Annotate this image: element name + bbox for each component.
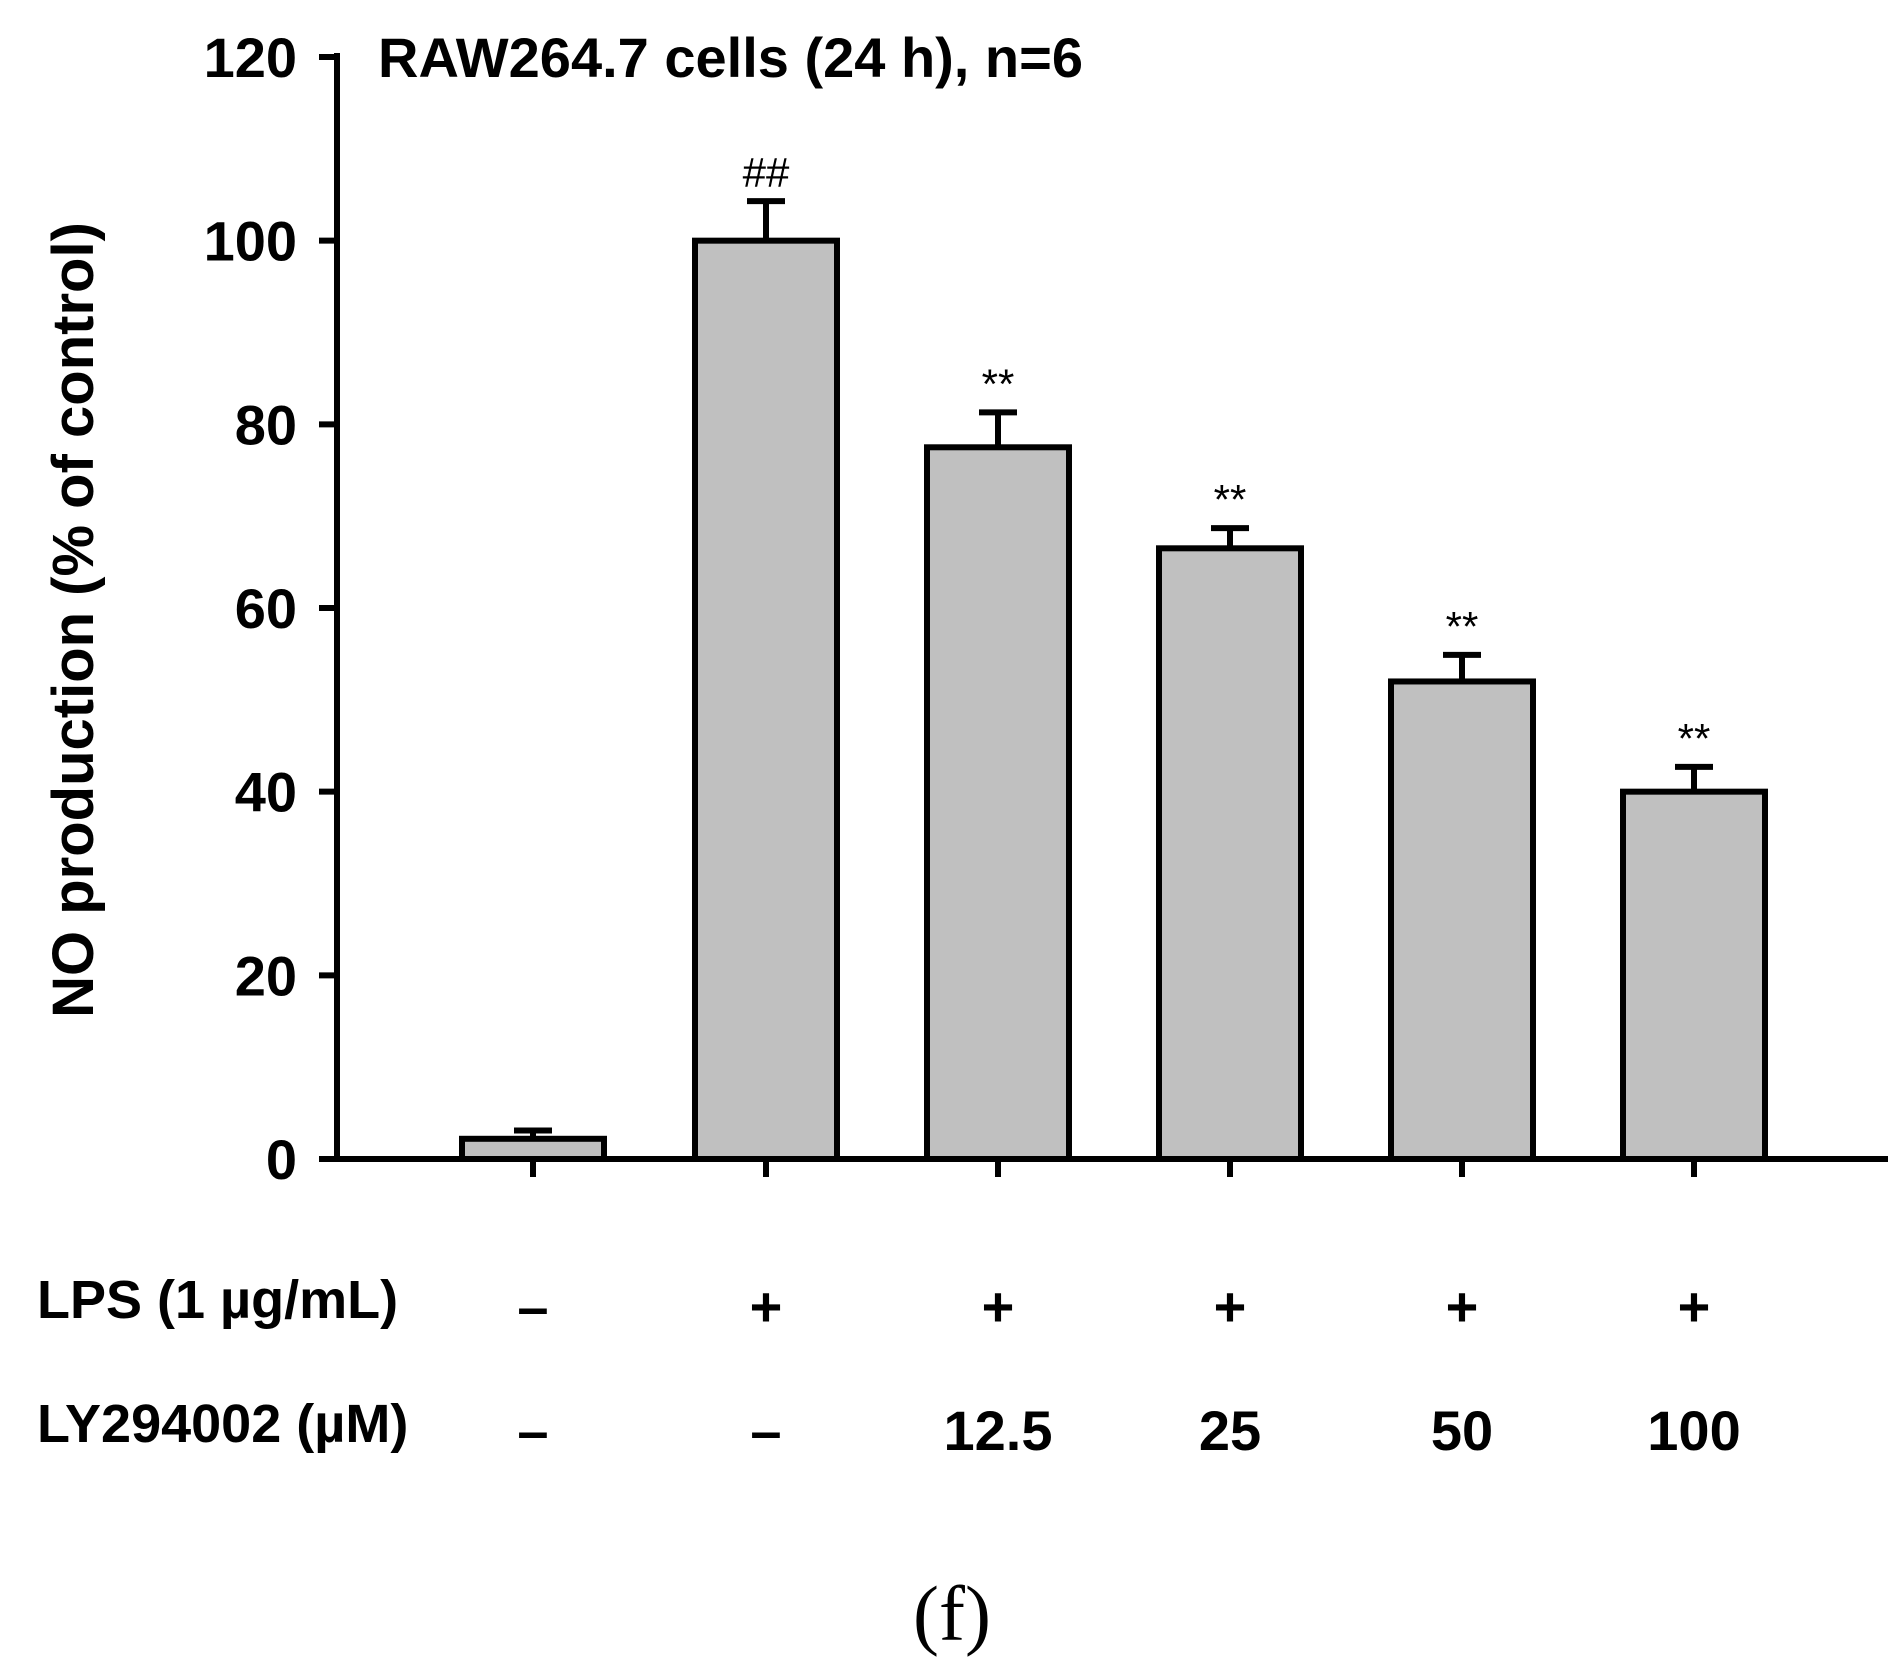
- treatment-row-value: –: [517, 1275, 548, 1338]
- panel-label: (f): [913, 1570, 991, 1657]
- treatment-row-label: LY294002 (µM): [37, 1394, 408, 1454]
- treatment-row-label: LPS (1 µg/mL): [37, 1270, 398, 1330]
- significance-label: ##: [743, 149, 790, 196]
- significance-label-group: ## ** ** ** **: [743, 149, 1711, 762]
- treatment-row-value: +: [1446, 1275, 1479, 1338]
- y-tick-label: 120: [204, 26, 297, 89]
- significance-label: **: [982, 360, 1015, 407]
- x-tick-group: [530, 1159, 1697, 1177]
- y-tick-label: 100: [204, 210, 297, 273]
- y-tick-group: 0 20 40 60 80 100 120: [204, 26, 337, 1191]
- treatment-row-value: +: [750, 1275, 783, 1338]
- significance-label: **: [1446, 603, 1479, 650]
- y-tick-label: 40: [235, 761, 297, 824]
- y-tick-label: 80: [235, 393, 297, 456]
- treatment-row-value: 12.5: [944, 1399, 1053, 1462]
- treatment-row-value: +: [1678, 1275, 1711, 1338]
- bar: [692, 237, 840, 1162]
- significance-label: **: [1214, 476, 1247, 523]
- bar: [459, 1135, 607, 1162]
- y-axis-label: NO production (% of control): [41, 222, 106, 1018]
- treatment-row-value: +: [982, 1275, 1015, 1338]
- bar: [924, 444, 1072, 1162]
- bar: [1620, 788, 1768, 1163]
- y-tick-label: 0: [266, 1128, 297, 1191]
- bar: [1388, 678, 1536, 1162]
- treatment-row-value: 25: [1199, 1399, 1261, 1462]
- y-tick-label: 20: [235, 944, 297, 1007]
- treatment-row-value: –: [517, 1399, 548, 1462]
- treatment-row-value: 100: [1647, 1399, 1740, 1462]
- y-tick-label: 60: [235, 577, 297, 640]
- error-bar-group: [514, 198, 1713, 1139]
- bar: [1156, 545, 1304, 1162]
- treatment-row-value: +: [1214, 1275, 1247, 1338]
- chart-title: RAW264.7 cells (24 h), n=6: [378, 26, 1083, 89]
- treatment-table: LPS (1 µg/mL) – + + + + + LY294002 (µM) – – 12.5 25…: [37, 1270, 1741, 1462]
- treatment-row-value: –: [750, 1399, 781, 1462]
- bar-group: [459, 237, 1768, 1163]
- significance-label: **: [1678, 715, 1711, 762]
- treatment-row-value: 50: [1431, 1399, 1493, 1462]
